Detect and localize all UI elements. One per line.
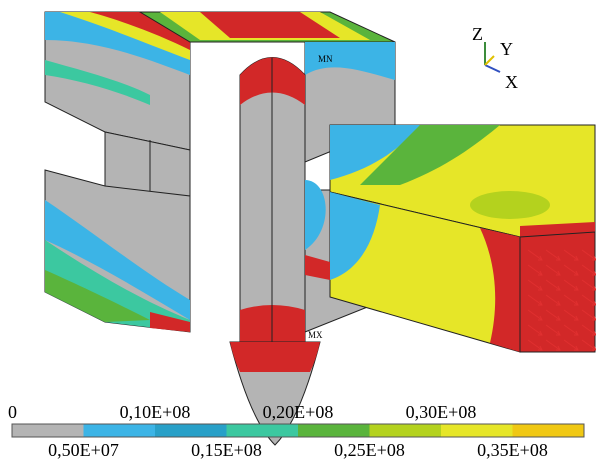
legend-swatch (155, 424, 227, 437)
legend-swatch (227, 424, 299, 437)
node-label: MN (318, 54, 333, 64)
plate-end (520, 232, 595, 352)
legend-swatch (513, 424, 585, 437)
legend-swatch (12, 424, 84, 437)
triad-axis (485, 56, 494, 65)
legend-swatch (370, 424, 442, 437)
triad-label: Y (500, 39, 513, 59)
legend-label: 0,50E+07 (48, 440, 119, 460)
legend-label: 0 (8, 402, 17, 422)
legend-label: 0,35E+08 (477, 440, 548, 460)
triad-label: X (505, 72, 518, 92)
figure: MN MX Z Y X 00,50E+070,10E+080,15E+080,2… (0, 0, 596, 463)
triad: Z Y X (472, 24, 518, 92)
triad-axis (485, 65, 500, 72)
contour (230, 342, 320, 372)
legend-swatch (298, 424, 370, 437)
node-label: MX (308, 330, 323, 340)
legend-label: 0,10E+08 (120, 402, 191, 422)
contour (470, 191, 550, 219)
legend-label: 0,25E+08 (334, 440, 405, 460)
legend-label: 0,30E+08 (406, 402, 477, 422)
legend-swatch (84, 424, 156, 437)
legend: 0 0,50E+070,10E+080,15E+080,20E+080,25E+0… (8, 402, 585, 460)
legend-label: 0,15E+08 (191, 440, 262, 460)
legend-label: 0,20E+08 (263, 402, 334, 422)
triad-label: Z (472, 24, 483, 44)
legend-swatch (441, 424, 513, 437)
